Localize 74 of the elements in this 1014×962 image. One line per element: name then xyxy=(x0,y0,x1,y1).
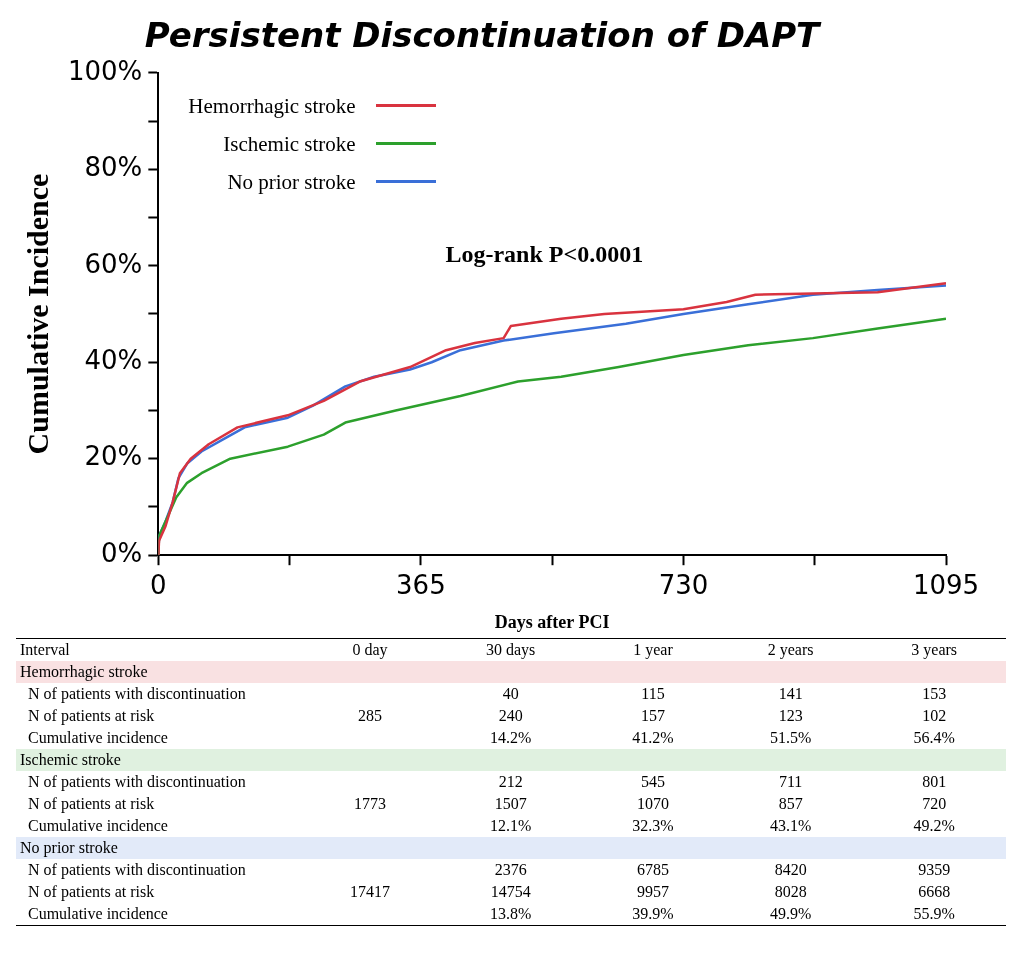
text: 17417 xyxy=(349,882,392,902)
row-shading: No prior stroke xyxy=(16,837,1006,859)
legend-label: Hemorrhagic stroke xyxy=(188,92,356,120)
text: 1070 xyxy=(636,794,671,814)
text: 1 year xyxy=(632,640,674,661)
text: 6668 xyxy=(917,882,952,902)
text: 6785 xyxy=(636,860,671,880)
text: 153 xyxy=(921,684,948,704)
text: N of patients with discontinuation xyxy=(27,772,247,793)
text: 285 xyxy=(357,706,384,726)
text: 14754 xyxy=(489,882,532,902)
text: 141 xyxy=(777,684,804,704)
y-tick-label: 40% xyxy=(84,344,143,375)
y-axis-title: Cumulative Incidence xyxy=(20,173,54,455)
text: 123 xyxy=(777,706,804,726)
text: 30 days xyxy=(485,640,537,661)
legend-label: Ischemic stroke xyxy=(223,130,356,158)
text: 55.9% xyxy=(912,904,956,924)
text: 41.2% xyxy=(631,728,675,748)
text: 56.4% xyxy=(912,728,956,748)
legend-label: No prior stroke xyxy=(227,168,356,196)
text: N of patients at risk xyxy=(27,706,156,727)
text: 8420 xyxy=(773,860,808,880)
text: 49.9% xyxy=(768,904,813,924)
text: 49.2% xyxy=(912,816,956,836)
text: 545 xyxy=(640,772,667,792)
text: 102 xyxy=(921,706,948,726)
text: 720 xyxy=(921,794,948,814)
text: Cumulative incidence xyxy=(27,816,169,836)
text: 240 xyxy=(497,706,524,726)
chart-title: Persistent Discontinuation of DAPT xyxy=(144,15,823,56)
text: 212 xyxy=(497,772,524,792)
text: 13.8% xyxy=(489,904,533,924)
text: Interval xyxy=(19,640,71,660)
text: 2 years xyxy=(766,640,815,661)
x-tick-label: 730 xyxy=(658,569,709,600)
row-shading: Hemorrhagic stroke xyxy=(16,661,1006,683)
text: N of patients with discontinuation xyxy=(27,860,247,881)
annotation: Log-rank P<0.0001 xyxy=(445,241,644,268)
text: 43.1% xyxy=(768,816,813,836)
text: 14.2% xyxy=(489,728,533,748)
text: 3 years xyxy=(910,640,959,661)
text: 8028 xyxy=(773,882,808,902)
y-tick-label: 60% xyxy=(84,248,143,279)
y-tick-label: 20% xyxy=(84,441,143,472)
x-tick-label: 365 xyxy=(396,569,446,600)
text: 32.3% xyxy=(631,816,675,836)
text: Cumulative incidence xyxy=(27,904,169,924)
text: 9359 xyxy=(917,860,952,880)
row-shading: Ischemic stroke xyxy=(16,749,1006,771)
text: 40 xyxy=(501,684,520,704)
y-tick-label: 80% xyxy=(84,152,143,183)
text: 0 day xyxy=(351,640,389,661)
text: 1507 xyxy=(493,794,528,814)
y-tick-label: 100% xyxy=(67,55,143,86)
text: N of patients at risk xyxy=(27,882,156,903)
y-tick-label: 0% xyxy=(101,537,143,568)
text: 2376 xyxy=(493,860,528,880)
text: 157 xyxy=(640,706,667,726)
text: 801 xyxy=(921,772,948,792)
text: 12.1% xyxy=(489,816,533,836)
x-axis-title: Days after PCI xyxy=(494,611,610,632)
text: 39.9% xyxy=(631,904,675,924)
text: 115 xyxy=(640,684,666,704)
text: N of patients with discontinuation xyxy=(27,684,247,705)
x-tick-label: 1095 xyxy=(912,569,980,600)
text: Cumulative incidence xyxy=(27,728,169,748)
text: 51.5% xyxy=(768,728,813,748)
text: 9957 xyxy=(636,882,671,902)
text: 711 xyxy=(777,772,804,792)
text: N of patients at risk xyxy=(27,794,156,815)
x-tick-label: 0 xyxy=(150,569,167,600)
text: 857 xyxy=(777,794,804,814)
text: 1773 xyxy=(353,794,388,814)
